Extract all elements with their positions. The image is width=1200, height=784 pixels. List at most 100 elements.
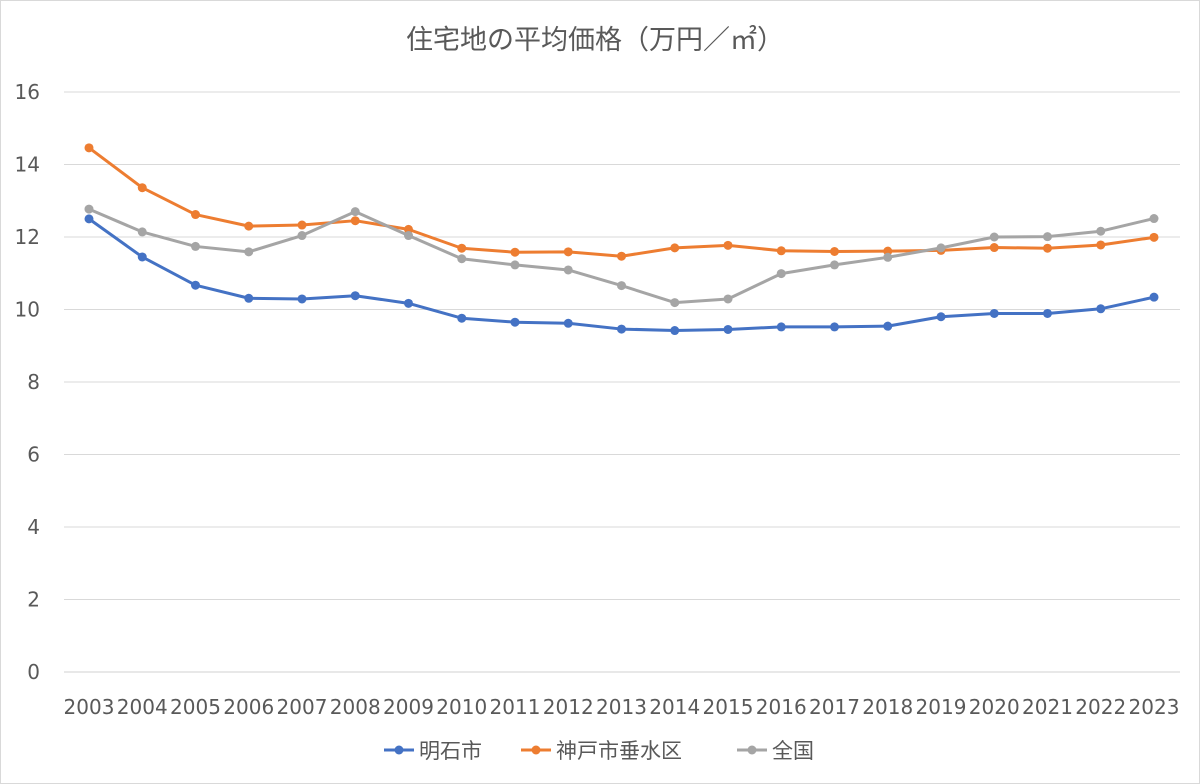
data-point (563, 247, 573, 257)
data-point (244, 221, 254, 231)
data-point (84, 214, 94, 224)
data-point (457, 313, 467, 323)
data-point (84, 204, 94, 214)
data-point (1043, 308, 1052, 318)
data-point (1149, 214, 1159, 224)
data-point (137, 227, 147, 237)
x-tick-label: 2016 (756, 695, 807, 719)
data-point (297, 294, 307, 304)
x-tick-label: 2021 (1022, 695, 1073, 719)
data-point (137, 252, 147, 262)
data-point (776, 246, 786, 256)
x-tick-label: 2015 (703, 695, 754, 719)
data-point (617, 251, 626, 261)
x-tick-label: 2003 (64, 695, 115, 719)
data-point (989, 232, 999, 242)
y-axis-ticks: 0 2 4 6 8 10 12 14 16 (15, 80, 40, 684)
y-tick-label: 14 (15, 153, 40, 177)
data-point (830, 322, 839, 332)
data-point (1149, 292, 1159, 302)
data-point (830, 247, 839, 256)
data-point (510, 260, 520, 270)
data-point (617, 281, 626, 291)
data-point (830, 260, 839, 270)
data-point (883, 321, 893, 331)
x-tick-label: 2008 (330, 695, 381, 719)
data-point (989, 243, 999, 253)
data-point (723, 240, 733, 250)
data-point (244, 247, 254, 257)
series-2 (84, 204, 1159, 308)
legend-label: 明石市 (419, 739, 482, 763)
data-point (191, 241, 200, 251)
data-point (244, 293, 254, 303)
data-point (563, 265, 573, 275)
legend-label: 全国 (772, 739, 814, 763)
data-point (723, 324, 733, 334)
data-point (670, 298, 680, 308)
data-point (936, 312, 946, 322)
y-tick-label: 0 (27, 660, 40, 684)
x-tick-label: 2020 (969, 695, 1020, 719)
data-point (883, 246, 893, 256)
x-tick-label: 2022 (1075, 695, 1126, 719)
y-tick-label: 4 (27, 515, 40, 539)
data-point (137, 183, 147, 193)
x-tick-label: 2011 (490, 695, 541, 719)
data-point (404, 298, 413, 308)
x-tick-label: 2006 (223, 695, 274, 719)
y-tick-label: 8 (27, 370, 40, 394)
x-tick-label: 2004 (117, 695, 168, 719)
data-point (350, 207, 360, 217)
data-point (510, 247, 520, 257)
series-lines (84, 143, 1159, 336)
data-point (350, 216, 360, 226)
data-point (350, 291, 360, 301)
data-point (457, 243, 467, 253)
legend-swatch-marker (747, 745, 757, 755)
data-point (404, 231, 413, 241)
gridlines (64, 91, 1180, 673)
data-point (670, 326, 680, 336)
series-0 (84, 214, 1159, 336)
x-tick-label: 2007 (277, 695, 328, 719)
x-tick-label: 2019 (916, 695, 967, 719)
legend: 明石市 神戸市垂水区 全国 (384, 739, 814, 763)
data-point (297, 220, 307, 230)
data-point (670, 243, 680, 253)
data-point (776, 269, 786, 279)
x-tick-label: 2009 (383, 695, 434, 719)
legend-item: 全国 (737, 739, 814, 763)
data-point (723, 294, 733, 304)
data-point (776, 322, 786, 332)
data-point (1149, 232, 1159, 242)
data-point (563, 318, 573, 328)
legend-swatch-marker (394, 745, 404, 755)
data-point (617, 324, 626, 334)
data-point (1043, 243, 1052, 253)
data-point (404, 224, 413, 234)
legend-label: 神戸市垂水区 (556, 739, 682, 763)
data-point (84, 143, 94, 153)
y-tick-label: 6 (27, 443, 40, 467)
data-point (936, 243, 946, 253)
data-point (989, 308, 999, 318)
data-point (1096, 304, 1106, 314)
x-tick-label: 2017 (809, 695, 860, 719)
y-tick-label: 12 (15, 225, 40, 249)
x-tick-label: 2010 (436, 695, 487, 719)
x-tick-label: 2018 (862, 695, 913, 719)
data-point (191, 280, 200, 290)
y-tick-label: 2 (27, 588, 40, 612)
data-point (457, 254, 467, 264)
data-point (883, 252, 893, 262)
data-point (297, 231, 307, 241)
series-1 (84, 143, 1159, 261)
data-point (510, 317, 520, 327)
data-point (1096, 240, 1106, 250)
x-tick-label: 2005 (170, 695, 221, 719)
data-point (1043, 232, 1052, 242)
x-tick-label: 2012 (543, 695, 594, 719)
